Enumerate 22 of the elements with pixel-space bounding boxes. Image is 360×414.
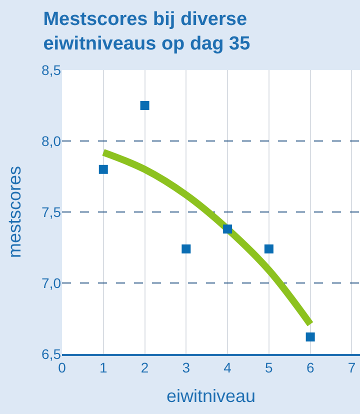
point [98,164,108,174]
x-tick-label: 7 [348,360,356,376]
y-tick-label: 6,5 [42,346,62,362]
x-tick-label: 0 [58,360,66,376]
chart-title: Mestscores bij diverse eiwitniveaus op dag 35 [43,8,251,55]
point [306,332,315,342]
y-tick-label: 7,0 [42,274,62,291]
x-tick-label: 1 [99,360,108,376]
x-axis-title: eiwitniveau [166,386,256,406]
point [223,224,232,234]
point [182,244,191,254]
x-tick-label: 3 [182,360,190,376]
y-tick-label: 7,5 [42,204,62,220]
x-tick-label: 5 [265,360,274,376]
x-tick-label: 6 [306,360,314,376]
x-tick-label: 4 [224,360,232,376]
x-tick-label: 2 [140,360,149,376]
point [264,244,274,254]
y-axis-title: mestscores [4,166,25,258]
y-tick-label: 8,0 [42,132,62,149]
point [140,101,150,110]
y-tick-label: 8,5 [42,62,62,78]
